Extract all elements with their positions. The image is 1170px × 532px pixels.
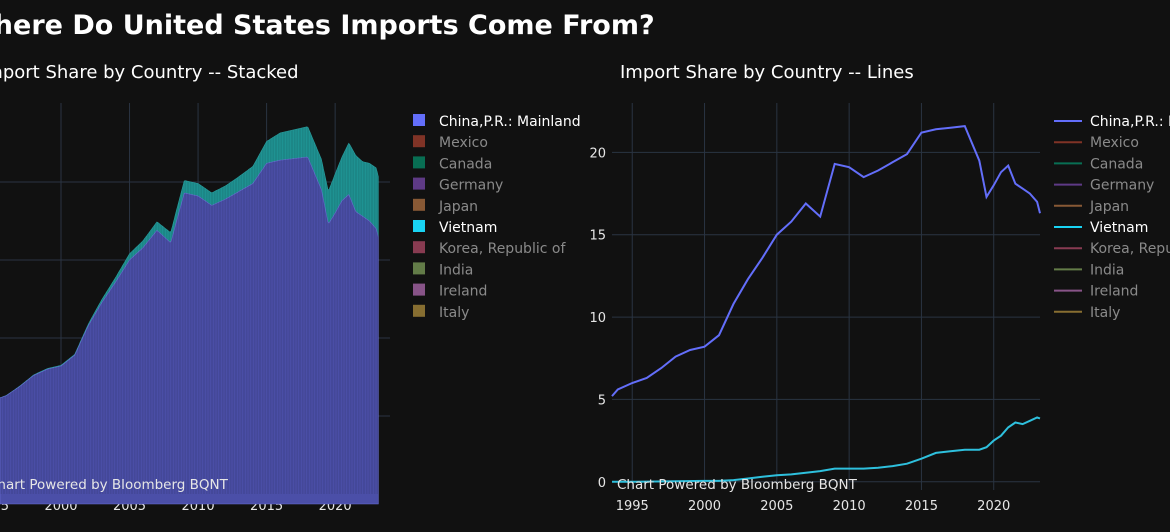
right-legend-item: Ireland <box>1090 284 1138 300</box>
right-legend-item: Mexico <box>1090 135 1139 151</box>
right-legend-item: India <box>1090 262 1124 278</box>
left-legend-swatch <box>413 220 425 232</box>
left-legend-item: Ireland <box>439 284 487 300</box>
left-legend-swatch <box>413 262 425 275</box>
left-chart-credit: Chart Powered by Bloomberg BQNT <box>0 477 229 493</box>
right-y-tick-label: 0 <box>598 476 606 491</box>
china-stacked-area <box>0 156 379 505</box>
left-legend-swatch <box>413 241 425 254</box>
left-legend-swatch <box>413 135 425 148</box>
left-legend-item: India <box>439 262 473 278</box>
right-legend-item: China,P.R.: Mainland <box>1090 114 1170 130</box>
china-line <box>611 125 1041 397</box>
left-legend-item: China,P.R.: Mainland <box>439 114 581 130</box>
left-legend-item: Germany <box>439 178 503 194</box>
right-legend-item: Italy <box>1090 305 1120 321</box>
right-x-tick-label: 2020 <box>977 499 1010 514</box>
vietnam-line <box>612 416 1041 483</box>
left-legend-item: Vietnam <box>439 220 497 236</box>
right-y-tick-label: 5 <box>598 393 606 408</box>
left-legend-swatch <box>413 283 425 296</box>
left-legend-swatch <box>413 156 425 169</box>
left-legend-swatch <box>413 304 425 317</box>
right-x-tick-label: 1995 <box>616 499 649 514</box>
left-legend-item: Korea, Republic of <box>439 241 566 257</box>
right-y-tick-label: 15 <box>589 229 606 244</box>
right-y-tick-label: 20 <box>589 146 606 161</box>
right-x-tick-label: 2015 <box>905 499 938 514</box>
right-legend-item: Korea, Republic of <box>1090 241 1170 257</box>
page-title: Where Do United States Imports Come From… <box>0 10 655 41</box>
right-x-tick-label: 2010 <box>833 499 866 514</box>
left-legend-item: Canada <box>439 156 492 172</box>
right-legend-item: Canada <box>1090 156 1143 172</box>
right-x-tick-label: 2000 <box>688 499 721 514</box>
right-chart-credit: Chart Powered by Bloomberg BQNT <box>617 477 858 493</box>
right-legend-item: Germany <box>1090 178 1154 194</box>
left-legend-swatch <box>413 114 425 126</box>
lines-chart-subtitle: Import Share by Country -- Lines <box>620 62 914 83</box>
right-legend-item: Vietnam <box>1090 220 1148 236</box>
right-y-tick-label: 10 <box>589 311 606 326</box>
left-x-tick-label: 1995 <box>0 499 9 514</box>
left-legend-item: Mexico <box>439 135 488 151</box>
left-legend-swatch <box>413 198 425 211</box>
right-x-tick-label: 2005 <box>760 499 793 514</box>
left-legend-item: Italy <box>439 305 469 321</box>
stacked-chart-subtitle: Import Share by Country -- Stacked <box>0 62 299 83</box>
left-legend-item: Japan <box>438 199 478 215</box>
left-legend-swatch <box>413 177 425 190</box>
right-legend-item: Japan <box>1089 199 1129 215</box>
